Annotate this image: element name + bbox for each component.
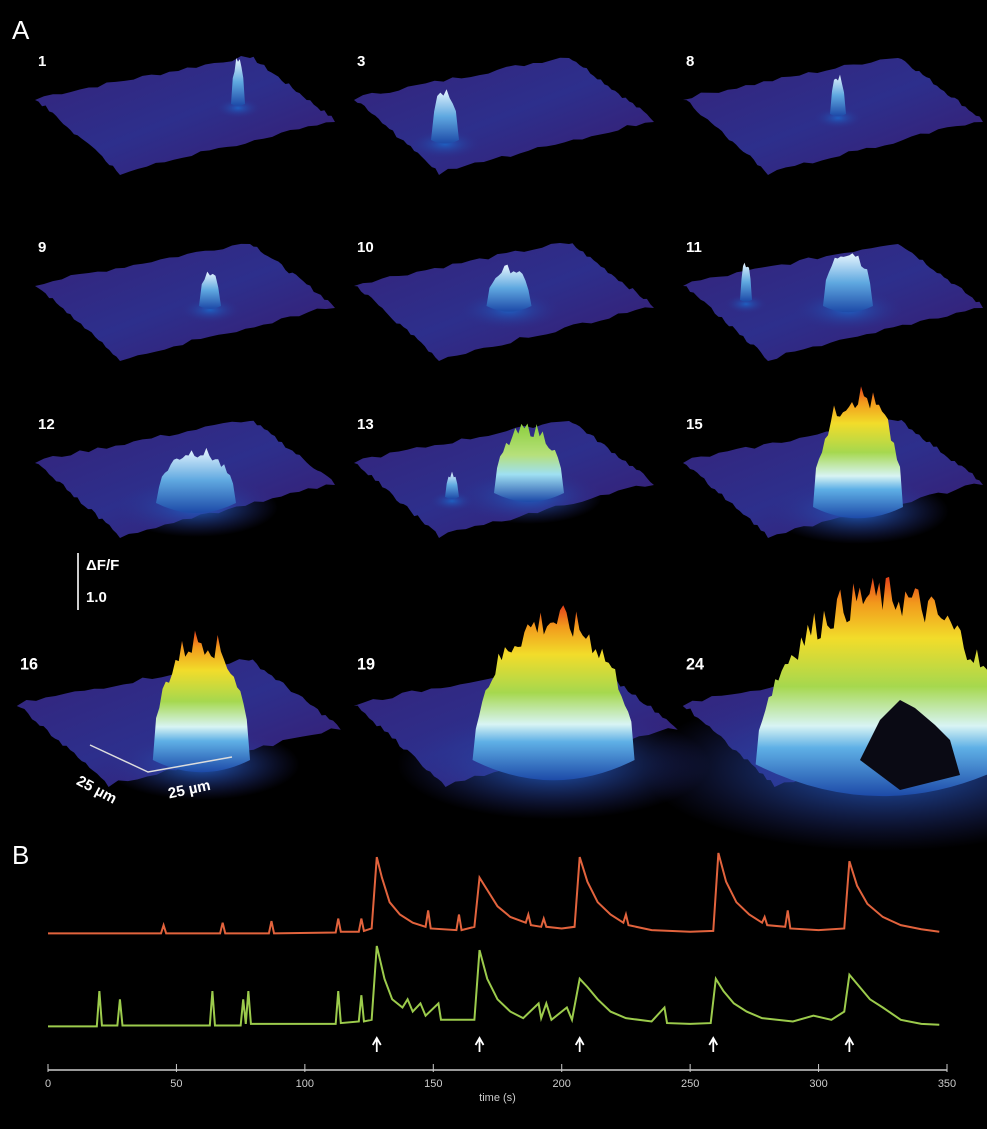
frame-number: 13 — [357, 416, 374, 433]
x-tick-label: 100 — [296, 1078, 314, 1090]
frame-number: 3 — [357, 53, 365, 70]
scale-quantity: ΔF/F — [86, 557, 119, 574]
surface-tile: 24 — [643, 577, 987, 851]
surface-peak — [153, 630, 250, 772]
surface-plane — [354, 58, 654, 175]
surface-tile: 13 — [354, 416, 654, 538]
surface-peak — [473, 605, 635, 780]
trace — [48, 946, 939, 1026]
x-tick-label: 200 — [553, 1078, 571, 1090]
x-tick-label: 350 — [938, 1078, 956, 1090]
surface-tile: 15 — [683, 386, 983, 544]
x-tick-label: 0 — [45, 1078, 51, 1090]
frame-number: 19 — [357, 655, 375, 673]
surface-tile: 9 — [35, 239, 335, 361]
surface-tile: 1 — [35, 53, 335, 175]
frame-number: 24 — [686, 655, 704, 673]
scale-value: 1.0 — [86, 589, 107, 606]
panel-label: A — [12, 15, 30, 45]
frame-number: 10 — [357, 239, 374, 256]
stimulus-arrow — [576, 1038, 584, 1052]
frame-number: 11 — [686, 239, 702, 256]
surface-peak — [813, 386, 903, 518]
x-tick-label: 50 — [170, 1078, 182, 1090]
surface-peak — [740, 263, 752, 302]
frame-number: 1 — [38, 53, 46, 70]
figure: A B 13891011121315161924 ΔF/F 1.0 25 µm … — [0, 0, 987, 1124]
surface-tile: 3 — [354, 53, 654, 175]
x-tick-label: 300 — [809, 1078, 827, 1090]
x-axis-label: time (s) — [479, 1092, 516, 1104]
trace — [48, 853, 939, 933]
surface-plane — [35, 244, 335, 361]
x-tick-label: 250 — [681, 1078, 699, 1090]
traces: 0 50 100 150 200 250 300 350 time (s) — [45, 853, 956, 1104]
surface-tile: 10 — [354, 239, 654, 361]
surface-tile: 16 — [17, 630, 341, 800]
frame-number: 9 — [38, 239, 46, 256]
stimulus-arrow — [476, 1038, 484, 1052]
stimulus-arrow — [845, 1038, 853, 1052]
surface-tile: 11 — [683, 239, 983, 361]
frame-number: 15 — [686, 416, 703, 433]
x-tick-label: 150 — [424, 1078, 442, 1090]
panel-label: B — [12, 840, 29, 870]
stimulus-arrow — [709, 1038, 717, 1052]
page: {"panel_a": {"label": "A", "frames": ["1… — [0, 0, 987, 1129]
frame-number: 16 — [20, 655, 38, 673]
surface-tile: 8 — [683, 53, 983, 175]
frame-number: 12 — [38, 416, 55, 433]
surface-tile: 12 — [35, 416, 335, 538]
frame-number: 8 — [686, 53, 694, 70]
surface-plane — [35, 56, 335, 175]
stimulus-arrow — [373, 1038, 381, 1052]
